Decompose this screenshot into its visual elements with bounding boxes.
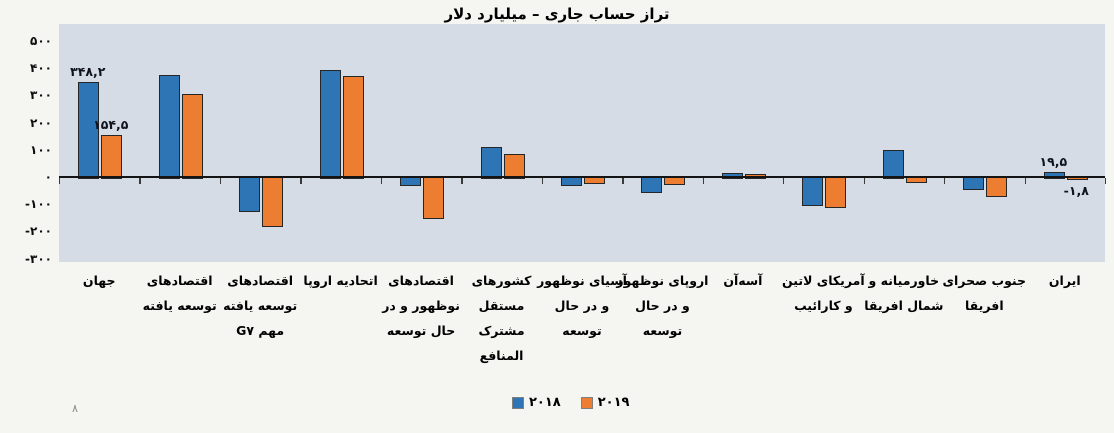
- chart-title: تراز حساب جاری – میلیارد دلار: [444, 5, 670, 23]
- category-label-5: کشورهای مستقل مشترک المنافع: [471, 273, 532, 363]
- data-label: ۱۵۴,۵: [93, 116, 129, 132]
- y-axis-tick-label: ۱۰۰: [30, 142, 52, 157]
- legend-label: ۲۰۱۹: [597, 395, 630, 410]
- bar-۲۰۱۸-0: [78, 82, 100, 179]
- y-axis-tick-label: ۲۰۰: [30, 115, 52, 130]
- x-axis-tick: [139, 177, 141, 184]
- x-axis-tick: [783, 177, 785, 184]
- x-axis-tick: [863, 177, 865, 184]
- legend-swatch-icon: [580, 396, 593, 409]
- bar-۲۰۱۹-9: [825, 177, 847, 209]
- legend-item-۲۰۱۸: ۲۰۱۸: [512, 395, 561, 410]
- y-axis-tick-label: -۲۰۰: [25, 224, 52, 239]
- category-label-3: اتحادیه اروپا: [303, 273, 378, 288]
- x-axis-line: [59, 176, 1105, 178]
- bar-۲۰۱۹-1: [181, 94, 203, 179]
- category-label-9: آمریکای لاتین و کارائیب: [782, 273, 865, 313]
- category-label-11: جنوب صحرای افریقا: [942, 273, 1027, 313]
- bar-۲۰۱۸-7: [641, 177, 663, 193]
- y-axis-tick-label: ۳۰۰: [30, 88, 52, 103]
- bar-۲۰۱۹-2: [262, 177, 284, 228]
- category-label-10: خاورمیانه و شمال افریقا: [864, 273, 944, 313]
- x-axis-tick: [59, 177, 61, 184]
- data-label: -۱,۸: [1063, 183, 1089, 199]
- x-axis-tick: [541, 177, 544, 184]
- category-label-0: جهان: [82, 273, 116, 288]
- page-number: ۸: [72, 402, 78, 415]
- bar-۲۰۱۹-10: [905, 177, 927, 184]
- category-label-2: اقتصادهای توسعه یافته مهم G۷: [223, 273, 298, 338]
- legend-label: ۲۰۱۸: [529, 395, 561, 410]
- y-axis-tick-label: -۱۰۰: [25, 197, 52, 212]
- bar-۲۰۱۸-9: [802, 177, 824, 207]
- bar-۲۰۱۸-4: [400, 177, 422, 187]
- legend: ۲۰۱۸ ۲۰۱۹: [512, 395, 630, 410]
- x-axis-tick: [461, 177, 463, 184]
- y-axis-tick-label: ۰: [44, 170, 52, 184]
- bar-۲۰۱۹-3: [342, 76, 364, 179]
- x-axis-tick: [380, 177, 383, 184]
- bar-۲۰۱۸-3: [319, 69, 341, 179]
- bar-۲۰۱۸-1: [158, 75, 180, 179]
- legend-item-۲۰۱۹: ۲۰۱۹: [580, 395, 630, 410]
- x-axis-tick: [300, 177, 302, 184]
- bar-۲۰۱۸-12: [1043, 171, 1065, 179]
- bar-۲۰۱۸-6: [561, 177, 582, 186]
- y-axis-tick-label: ۴۰۰: [30, 61, 52, 76]
- bar-۲۰۱۹-11: [986, 177, 1008, 197]
- y-axis-tick-label: -۳۰۰: [25, 251, 52, 266]
- x-axis-tick: [1105, 177, 1107, 184]
- bar-۲۰۱۸-2: [239, 177, 261, 212]
- bar-۲۰۱۹-6: [584, 177, 605, 184]
- bar-۲۰۱۸-10: [882, 149, 904, 179]
- bar-۲۰۱۹-0: [101, 134, 123, 179]
- x-axis-tick: [219, 177, 222, 184]
- x-axis-tick: [944, 177, 946, 184]
- bar-۲۰۱۹-5: [503, 153, 525, 179]
- bar-۲۰۱۹-4: [423, 177, 445, 219]
- category-label-6: آسیای نوظهور و در حال توسعه: [537, 273, 627, 338]
- plot-area: [59, 24, 1105, 262]
- category-label-8: آسه‌آن: [723, 273, 763, 288]
- y-axis-tick-label: ۵۰۰: [30, 34, 52, 48]
- bar-۲۰۱۹-7: [664, 177, 686, 186]
- category-label-1: اقتصادهای توسعه یافته: [142, 273, 217, 313]
- data-label: ۱۹,۵: [1039, 153, 1068, 169]
- category-label-4: اقتصادهای نوظهور و در حال توسعه: [382, 273, 460, 338]
- category-label-7: اروپای نوظهور و در حال توسعه: [616, 273, 709, 338]
- data-label: ۳۴۸,۲: [70, 64, 106, 80]
- category-label-12: ایران: [1048, 273, 1081, 288]
- bar-۲۰۱۸-11: [963, 177, 985, 191]
- x-axis-tick: [1024, 177, 1026, 184]
- x-axis-tick: [622, 177, 624, 184]
- bar-۲۰۱۸-5: [480, 146, 502, 179]
- x-axis-tick: [702, 177, 704, 184]
- legend-swatch-icon: [512, 396, 524, 409]
